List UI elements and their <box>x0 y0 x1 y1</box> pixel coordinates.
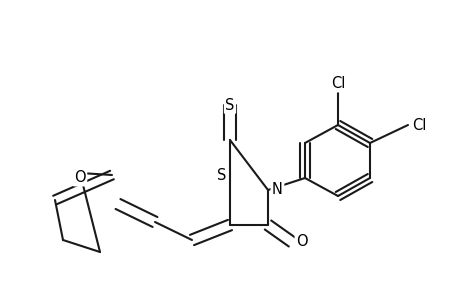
Text: N: N <box>271 182 282 197</box>
Text: O: O <box>74 170 86 185</box>
Text: Cl: Cl <box>330 76 344 91</box>
Text: Cl: Cl <box>411 118 425 133</box>
Text: S: S <box>216 167 225 182</box>
Text: O: O <box>295 235 307 250</box>
Text: S: S <box>225 98 234 112</box>
